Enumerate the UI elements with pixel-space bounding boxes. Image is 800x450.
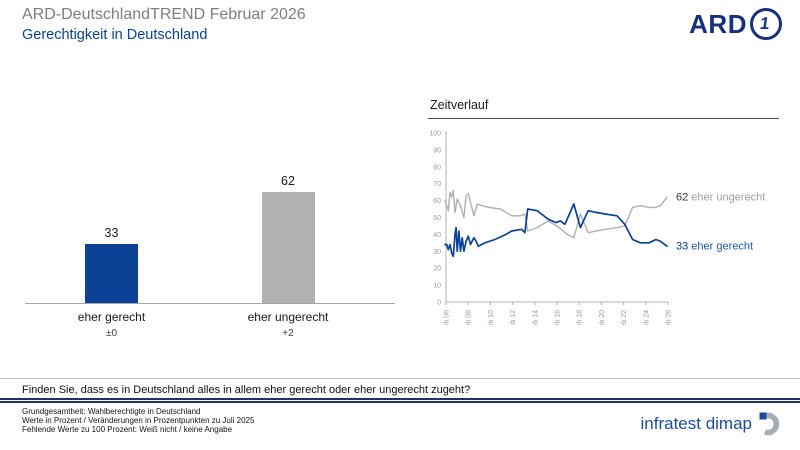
- line-chart: 0 10 20 30 40 50 60 70 80 90 100 Feb 06 Feb 08 Feb 10…: [429, 131, 765, 326]
- series-end-label-eher-ungerecht: 62 eher ungerecht: [676, 192, 765, 204]
- page-title: ARD-DeutschlandTREND Februar 2026: [22, 6, 306, 23]
- x-tick-label: Feb 14: [532, 310, 539, 325]
- y-tick-label: 80: [433, 164, 441, 171]
- bar-category-label: eher ungerecht: [247, 310, 329, 324]
- timeline-title: Zeitverlauf: [430, 98, 489, 112]
- footnotes: Grundgesamtheit: Wahlberechtigte in Deut…: [22, 407, 254, 434]
- y-tick-label: 50: [433, 215, 441, 222]
- y-tick-label: 40: [433, 232, 441, 239]
- y-tick-label: 20: [433, 266, 441, 273]
- infratest-dimap-text: infratest dimap: [640, 414, 753, 433]
- ard-one-icon: 1: [750, 8, 782, 40]
- bar-chart-baseline: [25, 303, 395, 304]
- x-tick-label: Feb 20: [599, 310, 606, 325]
- bar-eher-ungerecht: [261, 192, 315, 303]
- infratest-dimap-logo: infratest dimap: [641, 412, 781, 436]
- x-tick-label: Feb 10: [488, 310, 495, 325]
- ard-logo: ARD 1: [689, 8, 782, 40]
- bar-chart: 33 eher gerecht ±0 62 eher ungerecht +2: [25, 170, 395, 339]
- x-tick-label: Feb 06: [444, 310, 451, 325]
- series-line-eher-gerecht: [444, 203, 668, 258]
- y-tick-label: 90: [433, 147, 441, 154]
- page-subtitle: Gerechtigkeit in Deutschland: [22, 27, 208, 43]
- y-tick-label: 70: [433, 181, 441, 188]
- bar-eher-gerecht: [85, 244, 138, 303]
- y-tick-label: 0: [437, 300, 441, 307]
- bar-value-label: 33: [104, 226, 119, 240]
- question-divider-top: [0, 378, 800, 379]
- x-tick-label: Feb 16: [555, 310, 562, 325]
- infratest-dimap-icon: [759, 412, 780, 436]
- question-text: Finden Sie, dass es in Deutschland alles…: [22, 384, 471, 396]
- x-tick-label: Feb 08: [466, 310, 473, 325]
- bar-change-label: ±0: [105, 328, 118, 339]
- footer-divider-line-2: [0, 401, 800, 403]
- x-tick-label: Feb 18: [577, 310, 584, 325]
- x-tick-label: Feb 26: [666, 310, 673, 325]
- footnote-line-2: Werte in Prozent / Veränderungen in Proz…: [22, 416, 255, 425]
- x-tick-label: Feb 24: [643, 310, 650, 325]
- y-tick-label: 30: [433, 249, 441, 256]
- y-tick-label: 10: [433, 283, 441, 290]
- series-line-eher-ungerecht: [444, 189, 668, 239]
- footnote-line-3: Fehlende Werte zu 100 Prozent: Weiß nich…: [22, 425, 233, 434]
- bar-change-label: +2: [282, 328, 294, 339]
- series-end-label-eher-gerecht: 33 eher gerecht: [676, 241, 753, 253]
- x-tick-label: Feb 22: [621, 310, 628, 325]
- timeline-title-rule: [428, 118, 779, 119]
- footer-divider-line-1: [0, 398, 800, 400]
- x-tick-label: Feb 12: [510, 310, 517, 325]
- bar-value-label: 62: [281, 174, 295, 188]
- footnote-line-1: Grundgesamtheit: Wahlberechtigte in Deut…: [22, 407, 201, 416]
- bar-category-label: eher gerecht: [77, 310, 146, 324]
- y-tick-label: 60: [433, 198, 441, 205]
- y-tick-label: 100: [429, 131, 441, 138]
- ard-logo-text: ARD: [689, 8, 747, 39]
